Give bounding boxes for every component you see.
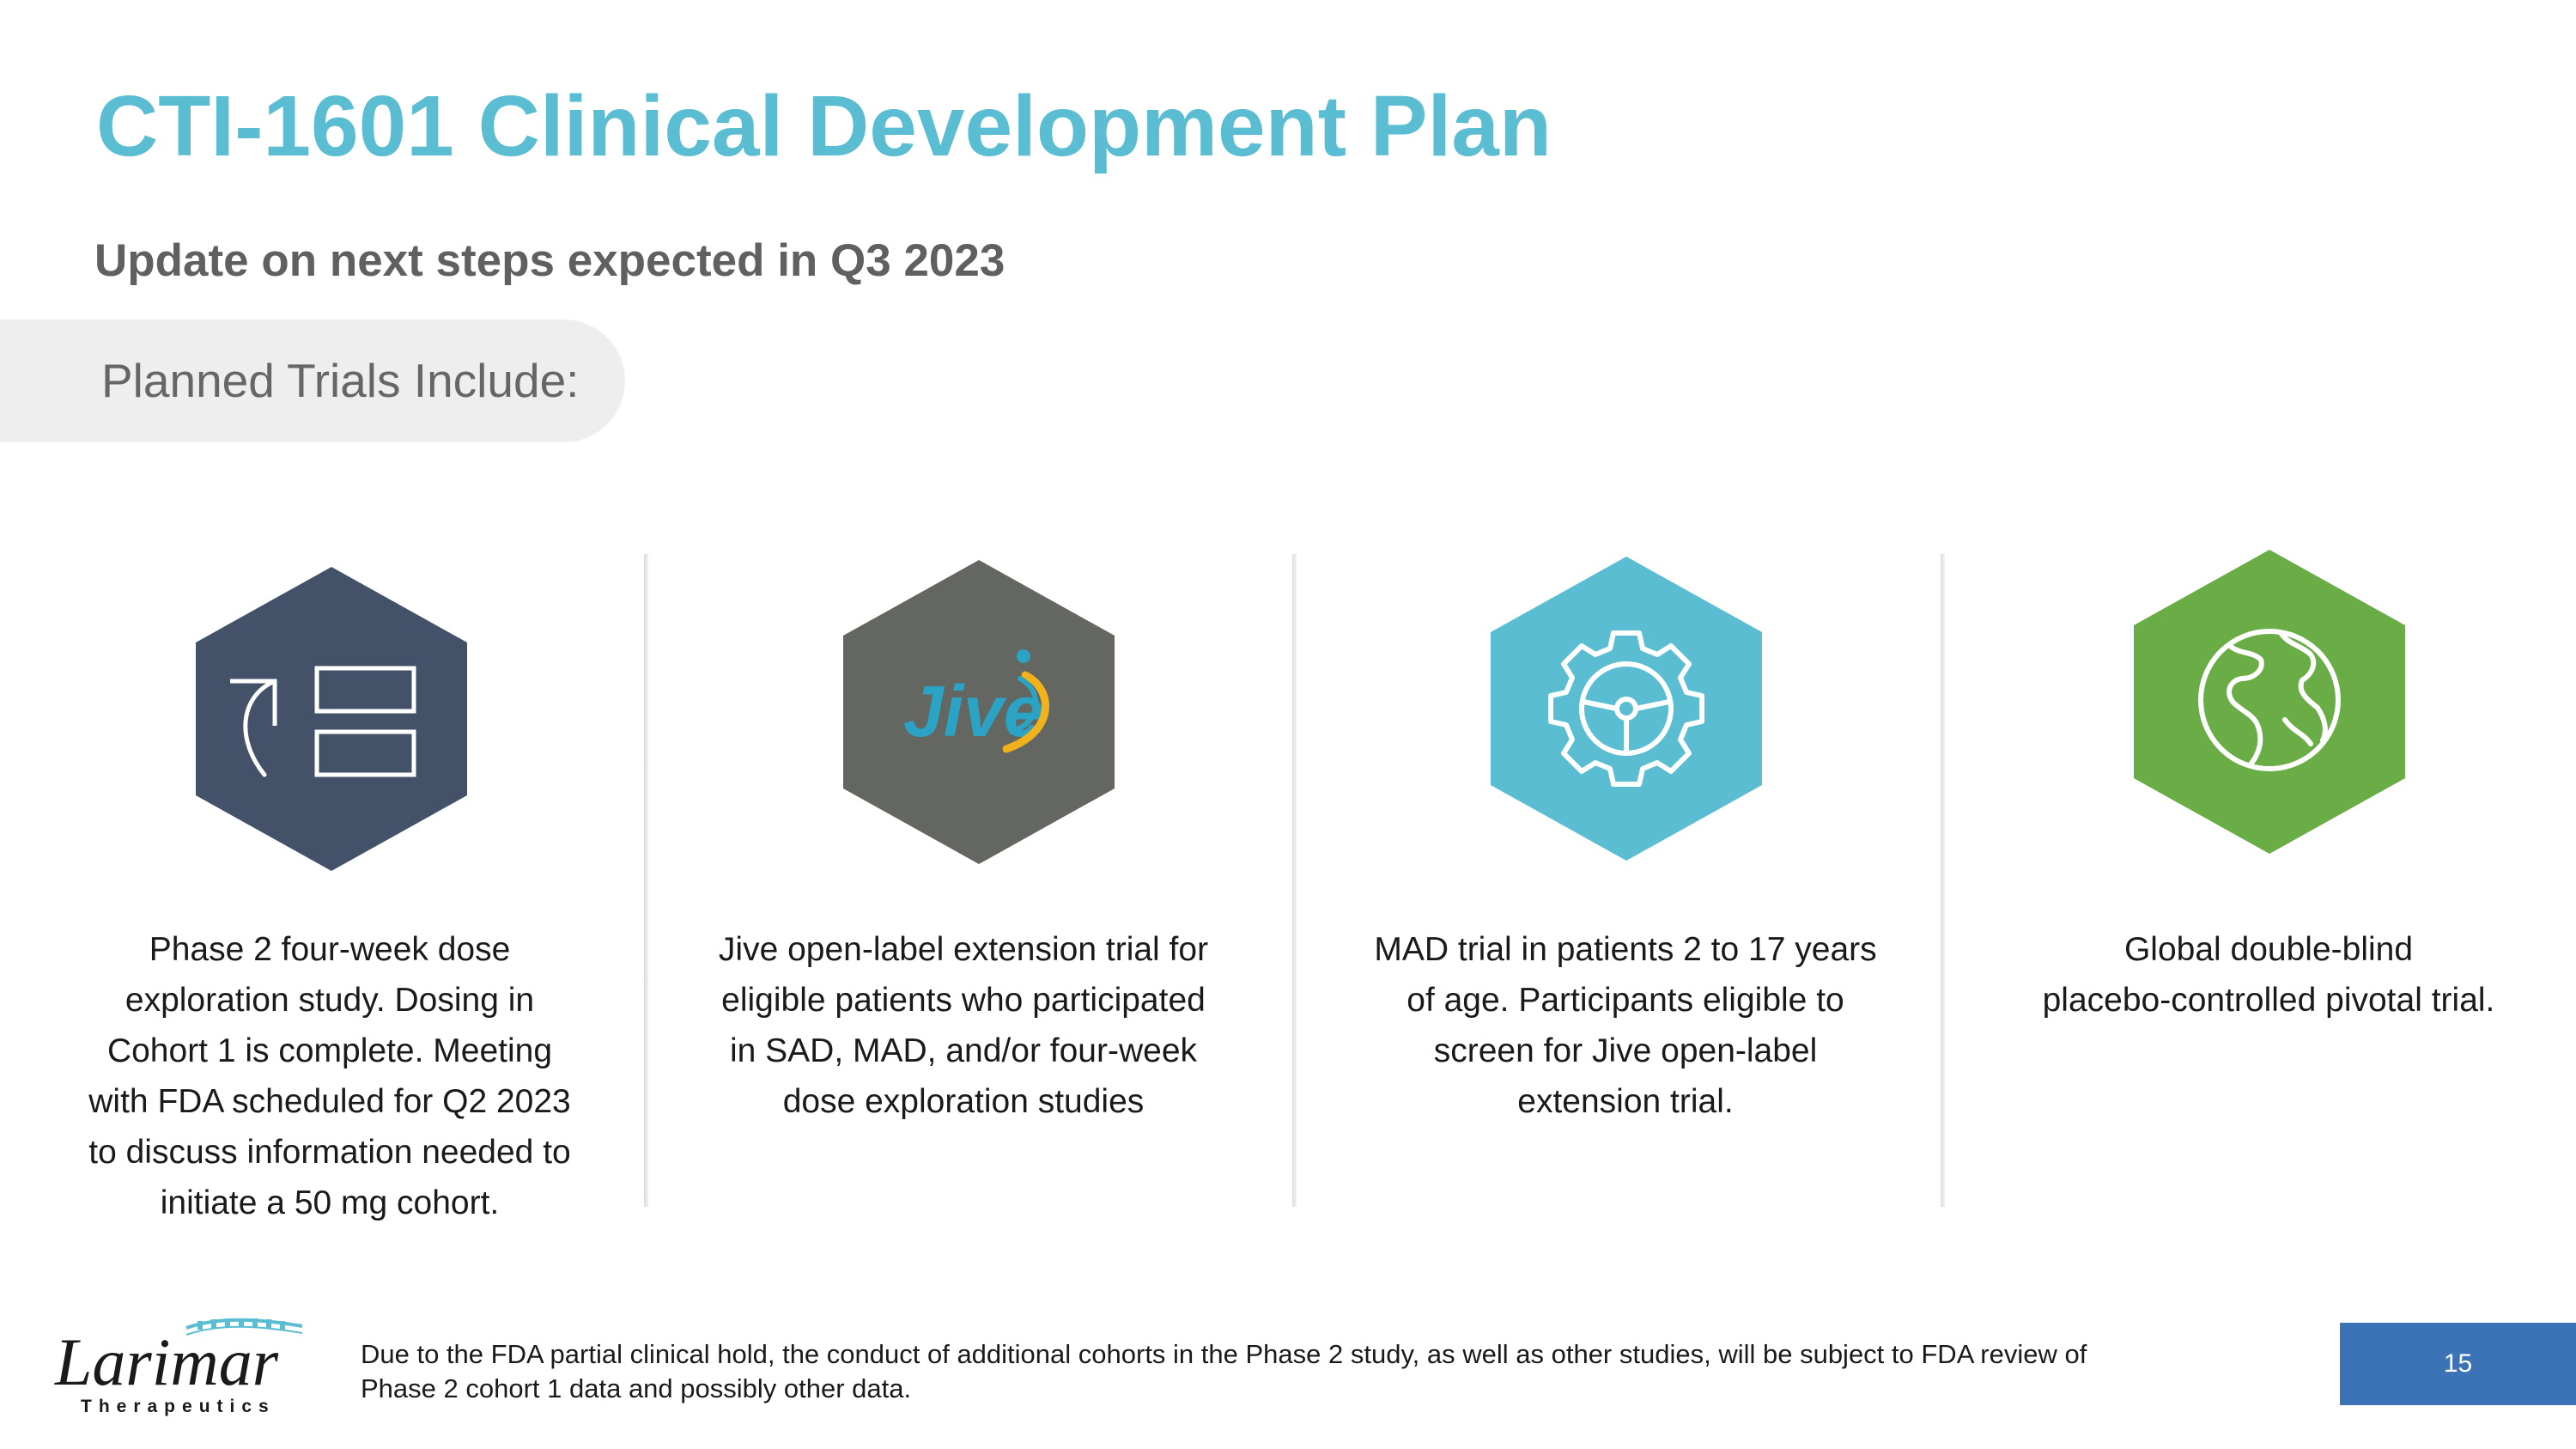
slide-title: CTI-1601 Clinical Development Plan xyxy=(96,78,1552,174)
slide-subtitle: Update on next steps expected in Q3 2023 xyxy=(94,235,1005,286)
trial-3-hexagon xyxy=(1491,557,1762,861)
trial-1-description: Phase 2 four-week dose exploration study… xyxy=(88,931,571,1221)
svg-text:Larimar: Larimar xyxy=(54,1324,279,1399)
larimar-logo: Larimar Therapeutics xyxy=(53,1314,311,1417)
move-to-boxes-icon xyxy=(230,666,416,777)
section-label-pill: Planned Trials Include: xyxy=(0,320,625,442)
column-divider xyxy=(1292,554,1297,1207)
svg-text:Jive: Jive xyxy=(903,671,1044,752)
page-number: 15 xyxy=(2340,1323,2576,1405)
trial-2-hexagon: Jive xyxy=(843,560,1115,864)
gear-steering-icon xyxy=(1548,630,1704,787)
jive-logo-icon: Jive xyxy=(903,649,1049,753)
svg-text:Therapeutics: Therapeutics xyxy=(81,1397,276,1416)
section-label: Planned Trials Include: xyxy=(101,354,580,407)
trial-4-hexagon xyxy=(2134,550,2405,854)
trial-4-description: Global double-blind placebo-controlled p… xyxy=(2042,931,2495,1019)
globe-icon xyxy=(2198,629,2341,771)
trial-1-hexagon xyxy=(196,567,467,871)
trial-3-description: MAD trial in patients 2 to 17 years of a… xyxy=(1374,931,1877,1120)
trial-2-description: Jive open-label extension trial for elig… xyxy=(718,931,1209,1120)
column-divider xyxy=(644,554,648,1207)
column-divider xyxy=(1941,554,1945,1207)
footnote: Due to the FDA partial clinical hold, th… xyxy=(361,1339,2087,1403)
